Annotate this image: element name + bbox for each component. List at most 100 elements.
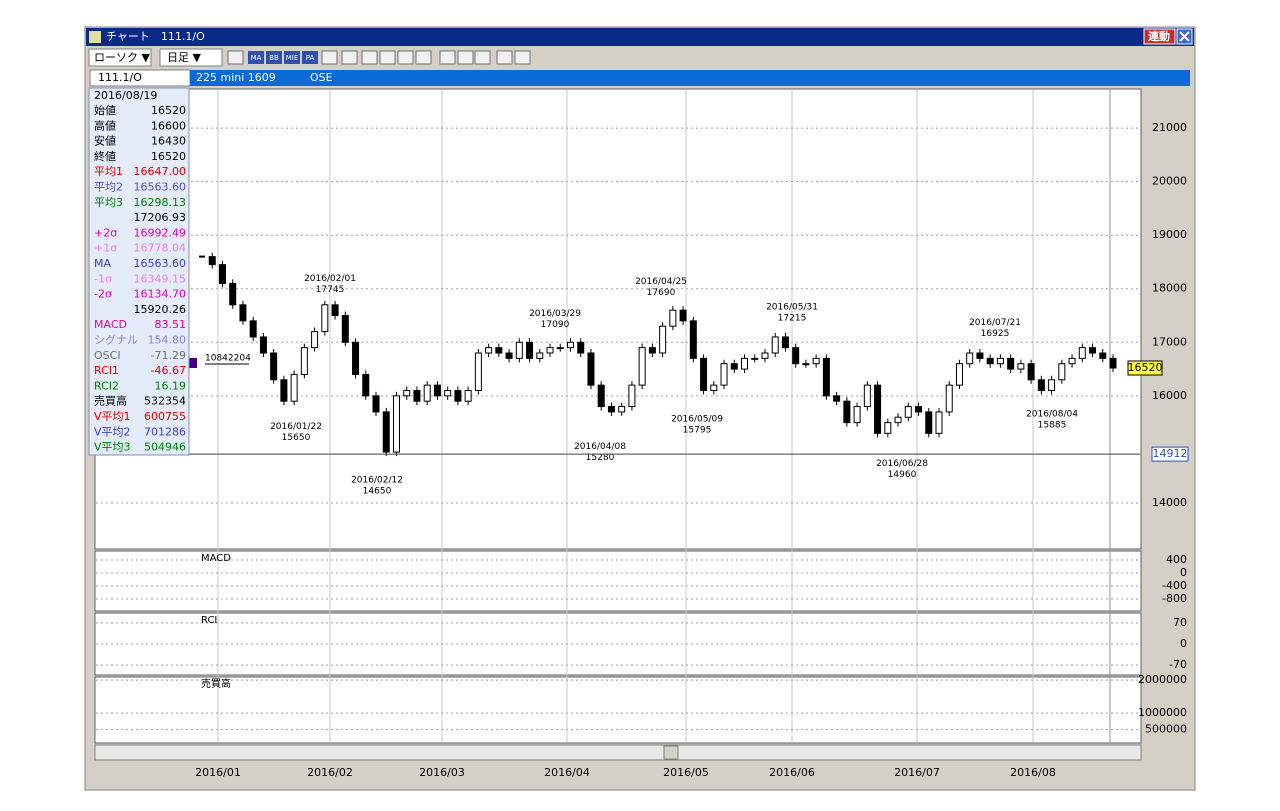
info-value: 16134.70 <box>134 288 187 301</box>
panel-title: 売買高 <box>201 677 231 690</box>
y-tick-label: 500000 <box>1145 723 1187 736</box>
info-value: 701286 <box>144 425 186 438</box>
candle <box>208 256 216 266</box>
scroll-thumb[interactable] <box>663 745 679 760</box>
tool-button[interactable] <box>321 50 338 65</box>
candle <box>597 384 605 408</box>
info-value: 16600 <box>151 119 186 132</box>
annotation-date: 2016/01/22 <box>270 422 322 432</box>
candle <box>229 282 237 306</box>
annotation-value: 17690 <box>647 288 676 298</box>
candle <box>996 357 1004 365</box>
annotation-value: 17745 <box>316 285 345 295</box>
date-label: 2016/07 <box>894 766 940 779</box>
info-label: 平均2 <box>94 181 123 194</box>
last-price-box <box>1127 360 1163 376</box>
candle <box>1099 352 1107 359</box>
chart-type-label[interactable]: ローソク ▼ <box>94 51 150 64</box>
annotation-date: 2016/06/28 <box>876 459 928 469</box>
candle <box>843 400 851 424</box>
candle <box>628 384 636 408</box>
tool-button[interactable] <box>227 50 244 65</box>
annotation-value: 15280 <box>586 453 615 463</box>
candle <box>720 363 728 386</box>
link-button-label[interactable]: 連動 <box>1148 29 1170 43</box>
tool-label[interactable]: MA <box>251 54 262 62</box>
candle <box>587 352 595 386</box>
candle <box>822 357 830 397</box>
panel-title: RCI <box>201 615 217 626</box>
candle <box>659 325 667 354</box>
volume-marker <box>189 358 197 368</box>
candle <box>689 320 697 359</box>
candle <box>894 416 902 424</box>
tool-button[interactable] <box>514 50 531 65</box>
chart-type-select[interactable] <box>88 48 152 67</box>
link-button[interactable] <box>1143 28 1176 45</box>
info-label: -1σ <box>94 272 112 285</box>
date-label: 2016/06 <box>769 766 815 779</box>
candle <box>218 264 226 284</box>
info-label: 安値 <box>94 134 116 148</box>
tool-label[interactable]: MIE <box>286 54 299 62</box>
candle <box>1027 363 1035 381</box>
y-tick-label: 0 <box>1180 566 1187 579</box>
last-price-label: 16520 <box>1128 361 1163 374</box>
symbol-code[interactable]: 111.1/O <box>98 71 142 84</box>
annotation-value: 14650 <box>363 487 392 497</box>
symbol-name: 225 mini 1609 <box>196 71 276 84</box>
info-value: 16.19 <box>155 379 187 392</box>
scrollbar[interactable] <box>94 744 1142 761</box>
candle <box>403 389 411 397</box>
annotation-date: 2016/03/29 <box>529 309 581 319</box>
info-value: 600755 <box>144 410 186 423</box>
y-tick-label: 21000 <box>1152 121 1187 134</box>
candle <box>771 336 779 354</box>
tool-button[interactable] <box>397 50 414 65</box>
info-value: 15920.26 <box>134 303 187 316</box>
candle <box>495 347 503 354</box>
annotation-date: 2016/02/01 <box>304 274 356 284</box>
tool-button[interactable] <box>266 51 282 64</box>
tool-button[interactable] <box>361 50 378 65</box>
annotation-date: 2016/05/09 <box>671 414 723 424</box>
candle <box>618 406 626 413</box>
annotation-date: 2016/02/12 <box>351 476 403 486</box>
panel-title: MACD <box>201 553 231 564</box>
annotation-value: 15885 <box>1038 421 1067 431</box>
candle <box>485 347 493 354</box>
date-label: 2016/04 <box>544 766 590 779</box>
tool-button[interactable] <box>341 50 358 65</box>
tool-button[interactable] <box>248 51 264 64</box>
period-select[interactable] <box>159 48 223 67</box>
cursor-label: 14912 <box>1153 447 1188 460</box>
tool-button[interactable] <box>302 51 318 64</box>
tool-label[interactable]: PA <box>306 54 315 62</box>
price-panel <box>94 88 1142 550</box>
info-label: +2σ <box>94 226 117 239</box>
tool-button[interactable] <box>284 51 300 64</box>
candle <box>679 309 687 322</box>
period-label[interactable]: 日足 ▼ <box>167 51 201 64</box>
tool-label[interactable]: BB <box>269 54 279 62</box>
candle <box>904 406 912 418</box>
tool-button[interactable] <box>496 50 513 65</box>
tool-button[interactable] <box>474 50 491 65</box>
info-value: 16563.60 <box>134 181 187 194</box>
tool-button[interactable] <box>415 50 432 65</box>
info-value: 83.51 <box>155 318 187 331</box>
y-tick-label: 19000 <box>1152 228 1187 241</box>
tool-button[interactable] <box>439 50 456 65</box>
candle <box>945 384 953 413</box>
annotation-value: 17090 <box>541 320 570 330</box>
candle <box>556 347 564 350</box>
info-label: V平均1 <box>94 410 131 423</box>
info-value: 16647.00 <box>134 165 187 178</box>
candle <box>1068 357 1076 365</box>
y-tick-label: 0 <box>1180 637 1187 650</box>
tool-button[interactable] <box>379 50 396 65</box>
tool-button[interactable] <box>457 50 474 65</box>
candle <box>741 357 749 370</box>
annotation-value: 15795 <box>683 425 712 435</box>
